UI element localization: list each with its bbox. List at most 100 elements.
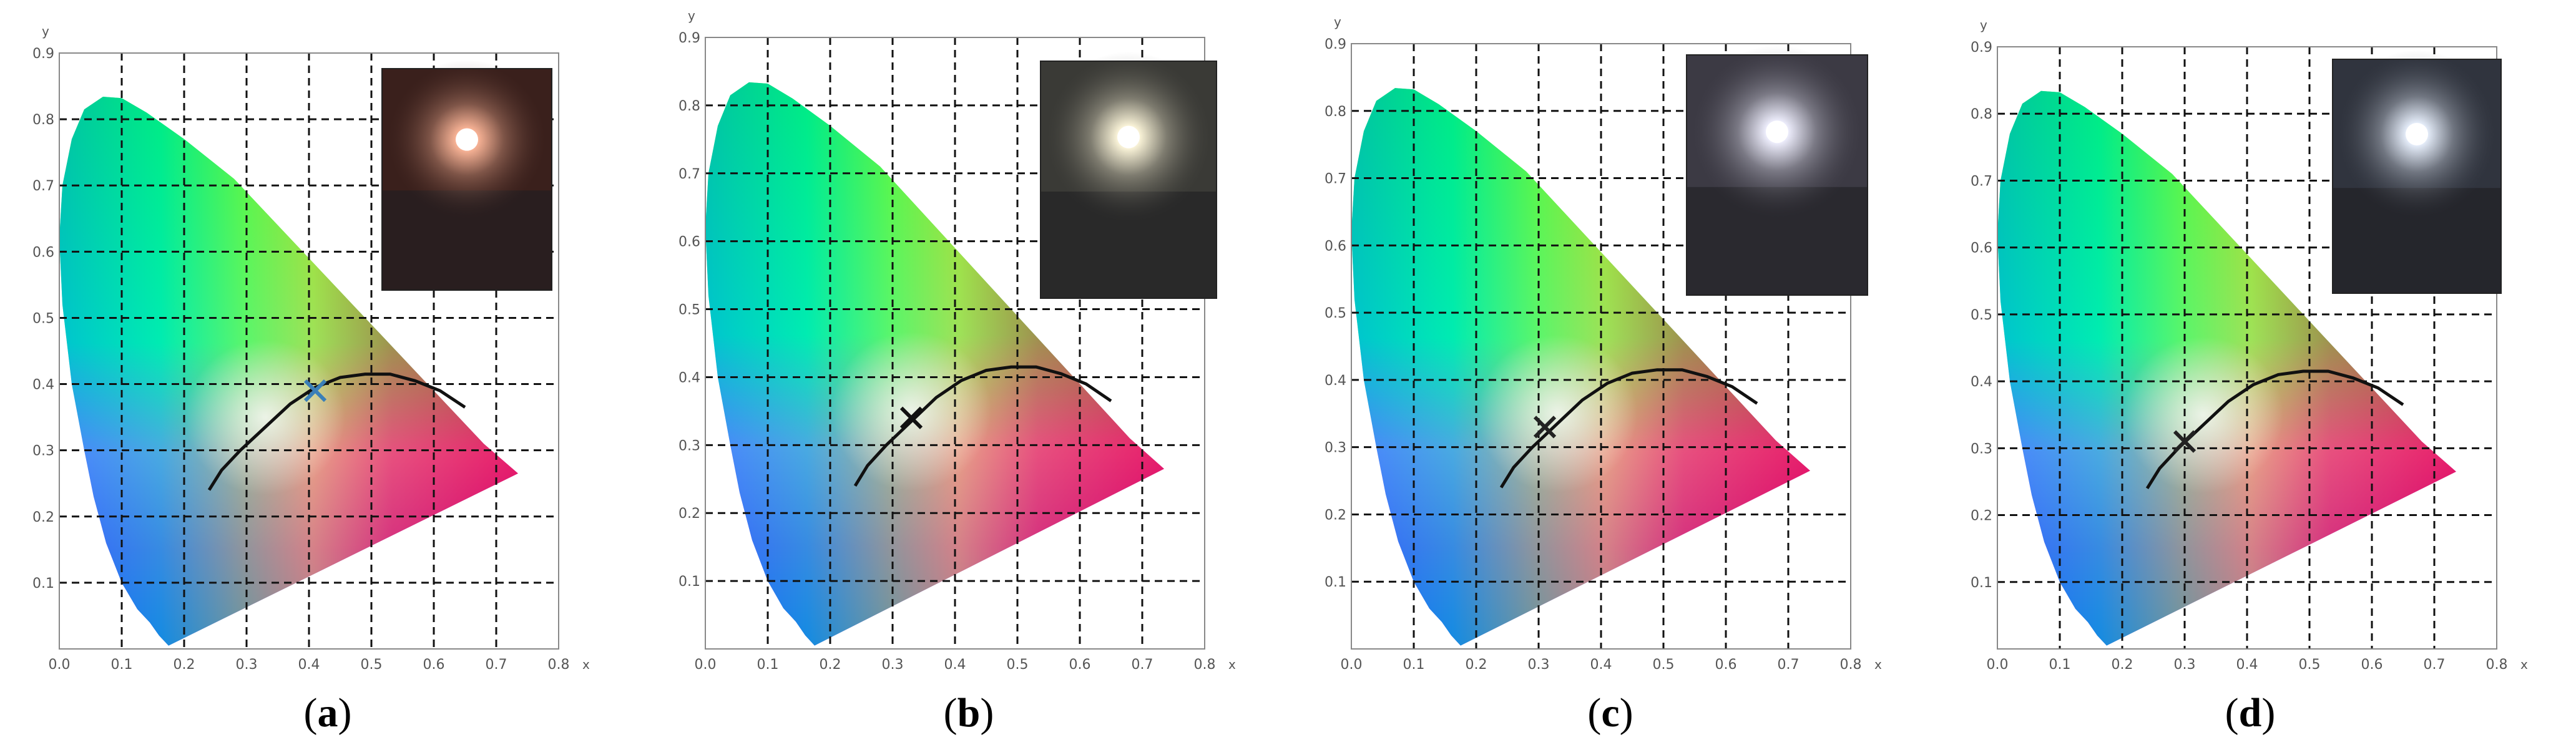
x-tick-label: 0.7 [1778,657,1800,673]
y-tick-label: 0.6 [1971,241,1992,256]
x-tick-label: 0.7 [486,657,507,673]
x-tick-label: 0.7 [2424,657,2446,673]
y-tick-label: 0.2 [1971,509,1992,524]
x-tick-label: 0.3 [882,657,904,673]
y-tick-label: 0.7 [1325,172,1346,187]
y-axis-label: y [1334,14,1341,29]
y-tick-label: 0.8 [1971,107,1992,122]
caption-a: (a) [303,690,352,736]
y-tick-label: 0.6 [678,235,700,250]
x-tick-label: 0.5 [1653,657,1675,673]
planckian-locus [207,373,466,491]
y-tick-label: 0.9 [678,31,700,46]
y-tick-label: 0.3 [32,444,54,459]
chromaticity-marker [1533,416,1557,439]
y-tick-label: 0.2 [32,510,54,525]
x-tick-label: 0.4 [298,657,320,673]
x-tick-label: 0.4 [1590,657,1612,673]
x-axis-label: x [1874,657,1882,672]
y-tick-label: 0.4 [678,370,700,386]
y-tick-label: 0.8 [678,99,700,114]
y-tick-label: 0.6 [1325,238,1346,254]
x-tick-label: 0.3 [236,657,258,673]
y-tick-label: 0.5 [678,303,700,318]
chart-panel-d: 0.0 0.1 0.2 0.3 0.4 0.5 0.6 0.7 0.8 0.1 0.2 0.3 0.4 0… [1938,0,2576,755]
x-tick-label: 0.5 [1007,657,1029,673]
y-tick-label: 0.5 [1325,306,1346,321]
x-tick-label: 0.6 [423,657,445,673]
y-tick-label: 0.1 [678,574,700,590]
chromaticity-marker [2173,430,2196,453]
y-tick-label: 0.2 [1325,507,1346,523]
x-axis-label: x [582,657,590,672]
y-tick-label: 0.2 [678,506,700,522]
y-tick-label: 0.5 [1971,308,1992,323]
x-tick-label: 0.3 [2174,657,2196,673]
x-tick-label: 0.8 [1840,657,1862,673]
y-tick-label: 0.9 [1325,37,1346,52]
x-tick-label: 0.7 [1132,657,1153,673]
inset-lamp-photo [1686,45,1868,296]
x-tick-label: 0.1 [1403,657,1425,673]
x-tick-label: 0.6 [1069,657,1091,673]
chromaticity-chart: 0.0 0.1 0.2 0.3 0.4 0.5 0.6 0.7 0.8 0.1 0.2 0.3 0.4 0… [1325,14,1882,673]
x-axis-label: x [2520,657,2528,672]
y-tick-label: 0.3 [678,438,700,454]
chart-panel-b: 0.0 0.1 0.2 0.3 0.4 0.5 0.6 0.7 0.8 0.1 0.2 0.3 0.4 0… [646,0,1289,755]
caption-b: (b) [943,690,994,736]
x-tick-label: 0.0 [1341,657,1363,673]
x-tick-label: 0.0 [695,657,717,673]
x-tick-label: 0.0 [49,657,71,673]
x-tick-label: 0.1 [111,657,133,673]
inset-lamp-photo [1040,51,1217,299]
y-tick-label: 0.3 [1971,441,1992,457]
x-axis-label: x [1228,657,1236,672]
plot-frame [59,52,559,650]
y-tick-label: 0.7 [1971,173,1992,189]
y-tick-label: 0.6 [32,245,54,260]
x-tick-label: 0.5 [2299,657,2321,673]
inset-lamp-photo [2332,50,2502,294]
x-tick-label: 0.8 [2486,657,2508,673]
x-tick-label: 0.0 [1987,657,2009,673]
y-axis-label: y [1980,17,1987,32]
x-tick-label: 0.2 [174,657,195,673]
x-tick-label: 0.5 [361,657,383,673]
x-tick-label: 0.8 [1194,657,1216,673]
inset-lamp-photo [381,59,552,291]
x-tick-label: 0.2 [2112,657,2133,673]
y-tick-label: 0.7 [32,178,54,194]
y-axis-label: y [42,24,49,39]
y-tick-label: 0.1 [1971,575,1992,591]
y-tick-label: 0.4 [1971,374,1992,390]
y-tick-label: 0.4 [32,378,54,393]
y-axis-label: y [688,8,695,23]
caption-d: (d) [2225,690,2276,736]
x-tick-label: 0.1 [2049,657,2071,673]
y-tick-label: 0.3 [1325,441,1346,456]
caption-c: (c) [1587,690,1633,736]
y-tick-label: 0.5 [32,311,54,326]
x-tick-label: 0.2 [820,657,841,673]
chart-panel-a: 0.0 0.1 0.2 0.3 0.4 0.5 0.6 0.7 0.8 0.1 0.2 0.3 0.4 0… [0,0,643,755]
plot-frame [1351,43,1851,650]
y-tick-label: 0.9 [1971,40,1992,56]
y-tick-label: 0.8 [32,112,54,128]
plot-frame [1997,46,2497,650]
y-tick-label: 0.7 [678,167,700,182]
x-tick-label: 0.8 [548,657,570,673]
chromaticity-chart: 0.0 0.1 0.2 0.3 0.4 0.5 0.6 0.7 0.8 0.1 0.2 0.3 0.4 0… [1971,17,2528,673]
planckian-locus [1499,368,1758,489]
y-tick-label: 0.1 [32,576,54,592]
y-tick-label: 0.9 [32,46,54,62]
x-tick-label: 0.4 [2236,657,2258,673]
x-tick-label: 0.6 [1715,657,1737,673]
x-tick-label: 0.4 [944,657,966,673]
x-tick-label: 0.1 [757,657,779,673]
chromaticity-marker [899,406,923,429]
y-tick-label: 0.4 [1325,373,1346,389]
chart-panel-c: 0.0 0.1 0.2 0.3 0.4 0.5 0.6 0.7 0.8 0.1 0.2 0.3 0.4 0… [1292,0,1935,755]
chromaticity-chart: 0.0 0.1 0.2 0.3 0.4 0.5 0.6 0.7 0.8 0.1 0.2 0.3 0.4 0… [678,8,1236,673]
y-tick-label: 0.1 [1325,575,1346,590]
x-tick-label: 0.6 [2361,657,2383,673]
